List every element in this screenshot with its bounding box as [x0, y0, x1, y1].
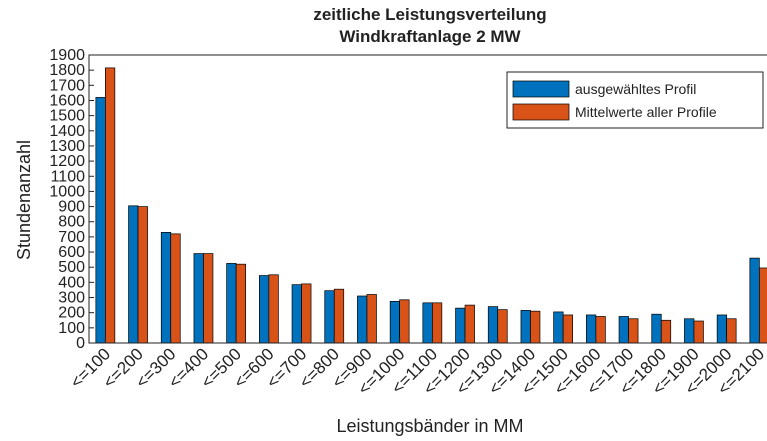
bar — [758, 267, 767, 344]
bar — [137, 206, 148, 344]
y-tick-label: 1700 — [49, 77, 85, 94]
bar — [562, 314, 574, 344]
chart-title: zeitliche Leistungsverteilung — [313, 5, 546, 24]
y-tick-label: 100 — [58, 320, 85, 337]
y-tick-label: 1600 — [49, 92, 85, 109]
bar — [716, 314, 728, 344]
x-axis-label: Leistungsbänder in MM — [336, 416, 523, 436]
bar — [585, 314, 597, 344]
bar — [595, 316, 606, 344]
bar — [324, 290, 335, 344]
y-tick-label: 400 — [58, 274, 85, 291]
bar — [422, 302, 433, 344]
y-tick-label: 1000 — [49, 183, 85, 200]
legend-label: Mittelwerte aller Profile — [575, 104, 717, 120]
bar — [520, 310, 531, 344]
bar — [530, 310, 541, 344]
bar — [399, 299, 410, 344]
y-tick-label: 600 — [58, 244, 85, 261]
y-tick-label: 300 — [58, 290, 85, 307]
y-tick-label: 1100 — [51, 168, 86, 185]
bar — [651, 313, 662, 344]
bar — [726, 318, 737, 344]
legend-swatch — [512, 103, 570, 121]
bar — [291, 284, 302, 344]
bar — [95, 97, 106, 344]
y-tick-label: 900 — [58, 199, 85, 216]
chart-subtitle: Windkraftanlage 2 MW — [339, 27, 521, 46]
bar — [259, 275, 270, 344]
y-axis-label: Stundenanzahl — [14, 140, 34, 260]
bar — [226, 263, 237, 344]
bar — [170, 233, 181, 344]
legend-swatch — [512, 80, 570, 98]
y-tick-label: 1900 — [49, 47, 85, 64]
y-tick-label: 1500 — [49, 108, 85, 125]
bar — [104, 67, 116, 344]
y-tick-label: 500 — [58, 259, 85, 276]
plot-frame — [88, 54, 767, 344]
y-tick-label: 0 — [76, 335, 85, 352]
bar — [193, 253, 204, 344]
bar — [660, 319, 672, 344]
bar — [618, 316, 629, 344]
bar — [693, 320, 704, 344]
bar — [128, 205, 139, 344]
y-tick-label: 800 — [58, 214, 85, 231]
bar — [432, 302, 443, 344]
bar — [497, 309, 508, 344]
bar — [203, 253, 214, 344]
bar — [301, 283, 312, 344]
bar — [684, 318, 695, 344]
y-tick-label: 1800 — [49, 62, 85, 79]
bar — [160, 231, 172, 344]
bar — [357, 295, 368, 344]
bar — [333, 288, 345, 344]
bar — [366, 294, 377, 344]
bar — [455, 307, 466, 344]
y-tick-label: 1300 — [49, 138, 85, 155]
bar — [235, 263, 246, 344]
y-tick-label: 200 — [58, 305, 85, 322]
legend-label: ausgewähltes Profil — [575, 81, 696, 97]
bar — [464, 304, 475, 344]
bar — [487, 306, 499, 344]
y-tick-label: 1400 — [49, 123, 85, 140]
bar — [268, 274, 279, 344]
bar — [628, 318, 639, 344]
bar — [749, 257, 760, 344]
y-tick-label: 700 — [58, 229, 85, 246]
bar — [389, 300, 400, 344]
bar — [553, 311, 564, 344]
y-tick-label: 1200 — [49, 153, 85, 170]
